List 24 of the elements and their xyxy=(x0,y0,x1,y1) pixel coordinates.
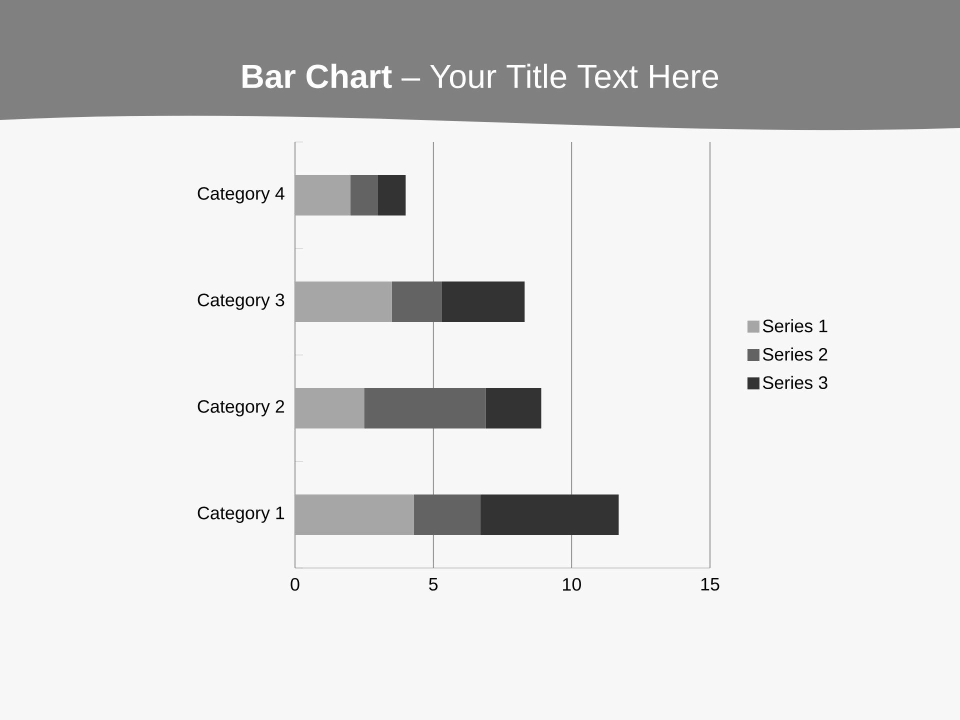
bar xyxy=(364,388,486,428)
legend-label: Series 3 xyxy=(762,376,828,390)
y-tick-label: Category 4 xyxy=(198,187,284,204)
bar xyxy=(295,494,414,535)
chart-title: Bar Chart – Your Title Text Here xyxy=(242,64,718,88)
legend-label: Series 1 xyxy=(762,319,828,332)
bar xyxy=(392,282,442,322)
x-tick-label: 15 xyxy=(701,578,720,591)
x-tick-label: 10 xyxy=(563,578,581,591)
bar xyxy=(350,175,378,216)
bar xyxy=(295,282,392,322)
bar xyxy=(414,494,480,535)
legend-label: Series 2 xyxy=(762,347,828,361)
bar xyxy=(295,175,350,216)
y-tick-label: Category 3 xyxy=(198,294,284,310)
bar xyxy=(442,282,525,322)
bar xyxy=(295,388,364,428)
x-tick-label: 0 xyxy=(290,578,300,591)
bar xyxy=(480,494,619,535)
x-tick-label: 5 xyxy=(429,578,438,591)
y-tick-label: Category 1 xyxy=(198,506,284,523)
bar xyxy=(378,175,406,216)
bar xyxy=(486,388,542,428)
y-tick-label: Category 2 xyxy=(198,400,284,416)
